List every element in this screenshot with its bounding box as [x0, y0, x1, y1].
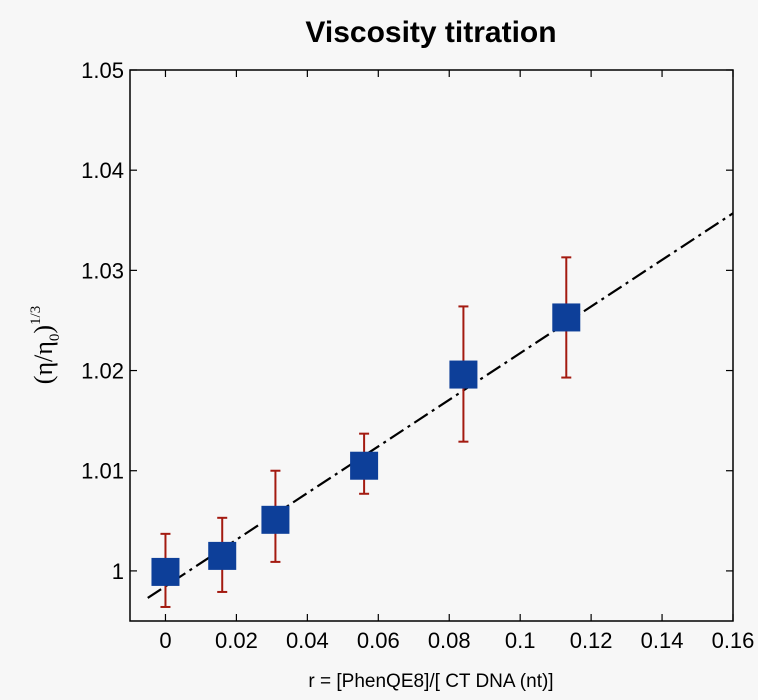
x-tick-label: 0.16 — [712, 628, 755, 653]
x-tick-label: 0.12 — [570, 628, 613, 653]
y-axis-ticks: 1 1.01 1.02 1.03 1.04 1.05 — [81, 58, 733, 584]
data-markers — [151, 303, 581, 586]
data-point — [552, 303, 581, 332]
x-tick-label: 0.14 — [641, 628, 684, 653]
data-point — [151, 557, 180, 586]
x-axis-label: r = [PhenQE8]/[ CT DNA (nt)] — [308, 671, 553, 692]
data-point — [350, 451, 379, 480]
chart-title: Viscosity titration — [305, 16, 556, 49]
x-tick-label: 0.02 — [215, 628, 258, 653]
y-axis-label-close: ) — [29, 325, 58, 334]
y-tick-label: 1.02 — [81, 359, 124, 384]
y-tick-label: 1.04 — [81, 158, 124, 183]
data-point — [261, 505, 290, 534]
data-point — [208, 541, 237, 570]
data-point — [449, 360, 478, 389]
y-axis-label-sub: 0 — [47, 334, 63, 342]
y-tick-label: 1.05 — [81, 58, 124, 83]
y-axis-label: (η/η0)1/3 — [28, 306, 63, 384]
x-axis-ticks: 0 0.02 0.04 0.06 0.08 0.1 0.12 0.14 0.16 — [159, 70, 754, 653]
x-tick-label: 0.08 — [428, 628, 471, 653]
y-axis-label-sup: 1/3 — [28, 306, 44, 325]
y-tick-label: 1 — [112, 559, 124, 584]
x-tick-label: 0.06 — [357, 628, 400, 653]
y-tick-label: 1.01 — [81, 459, 124, 484]
plot-frame — [129, 69, 734, 622]
x-tick-label: 0 — [159, 628, 171, 653]
fit-line-group — [147, 212, 734, 599]
y-axis-label-base: (η/η — [29, 341, 58, 384]
x-tick-label: 0.1 — [505, 628, 536, 653]
fit-line — [147, 212, 734, 599]
x-tick-label: 0.04 — [286, 628, 329, 653]
y-tick-label: 1.03 — [81, 258, 124, 283]
